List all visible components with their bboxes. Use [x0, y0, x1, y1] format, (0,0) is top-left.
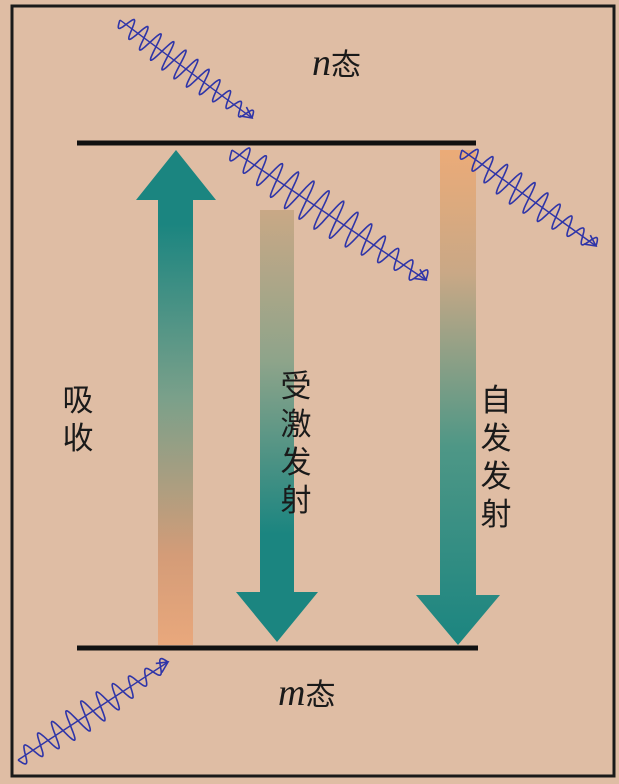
absorption-label: 吸收	[62, 383, 94, 457]
absorbed-photon-arrowhead	[155, 661, 170, 674]
stimulated-photon-pair-arrowhead	[413, 268, 428, 282]
incident-photon-top-axis	[119, 19, 253, 119]
lower-state-suffix: 态	[305, 678, 336, 713]
spontaneous-photon-axis	[461, 149, 597, 247]
spontaneous-photon-arrowhead	[583, 234, 598, 248]
spontaneous-emission-label: 自发发射	[480, 383, 512, 533]
stimulated-photon-pair-axis	[231, 149, 427, 281]
incident-photon-top-arrowhead	[239, 106, 254, 120]
lower-state-label: m态	[278, 670, 335, 715]
frame-border	[10, 4, 616, 778]
spontaneous-emission-arrow	[416, 150, 500, 645]
upper-state-suffix: 态	[331, 48, 361, 83]
absorbed-photon-axis	[17, 661, 169, 761]
absorption-arrow	[136, 150, 216, 645]
lower-state-symbol: m	[278, 672, 306, 714]
photon-waves	[17, 18, 599, 765]
upper-state-symbol: n	[312, 42, 331, 84]
upper-state-label: n态	[312, 40, 361, 85]
stimulated-emission-label: 受激发射	[280, 369, 312, 519]
stimulated-emission-arrow	[236, 210, 318, 642]
